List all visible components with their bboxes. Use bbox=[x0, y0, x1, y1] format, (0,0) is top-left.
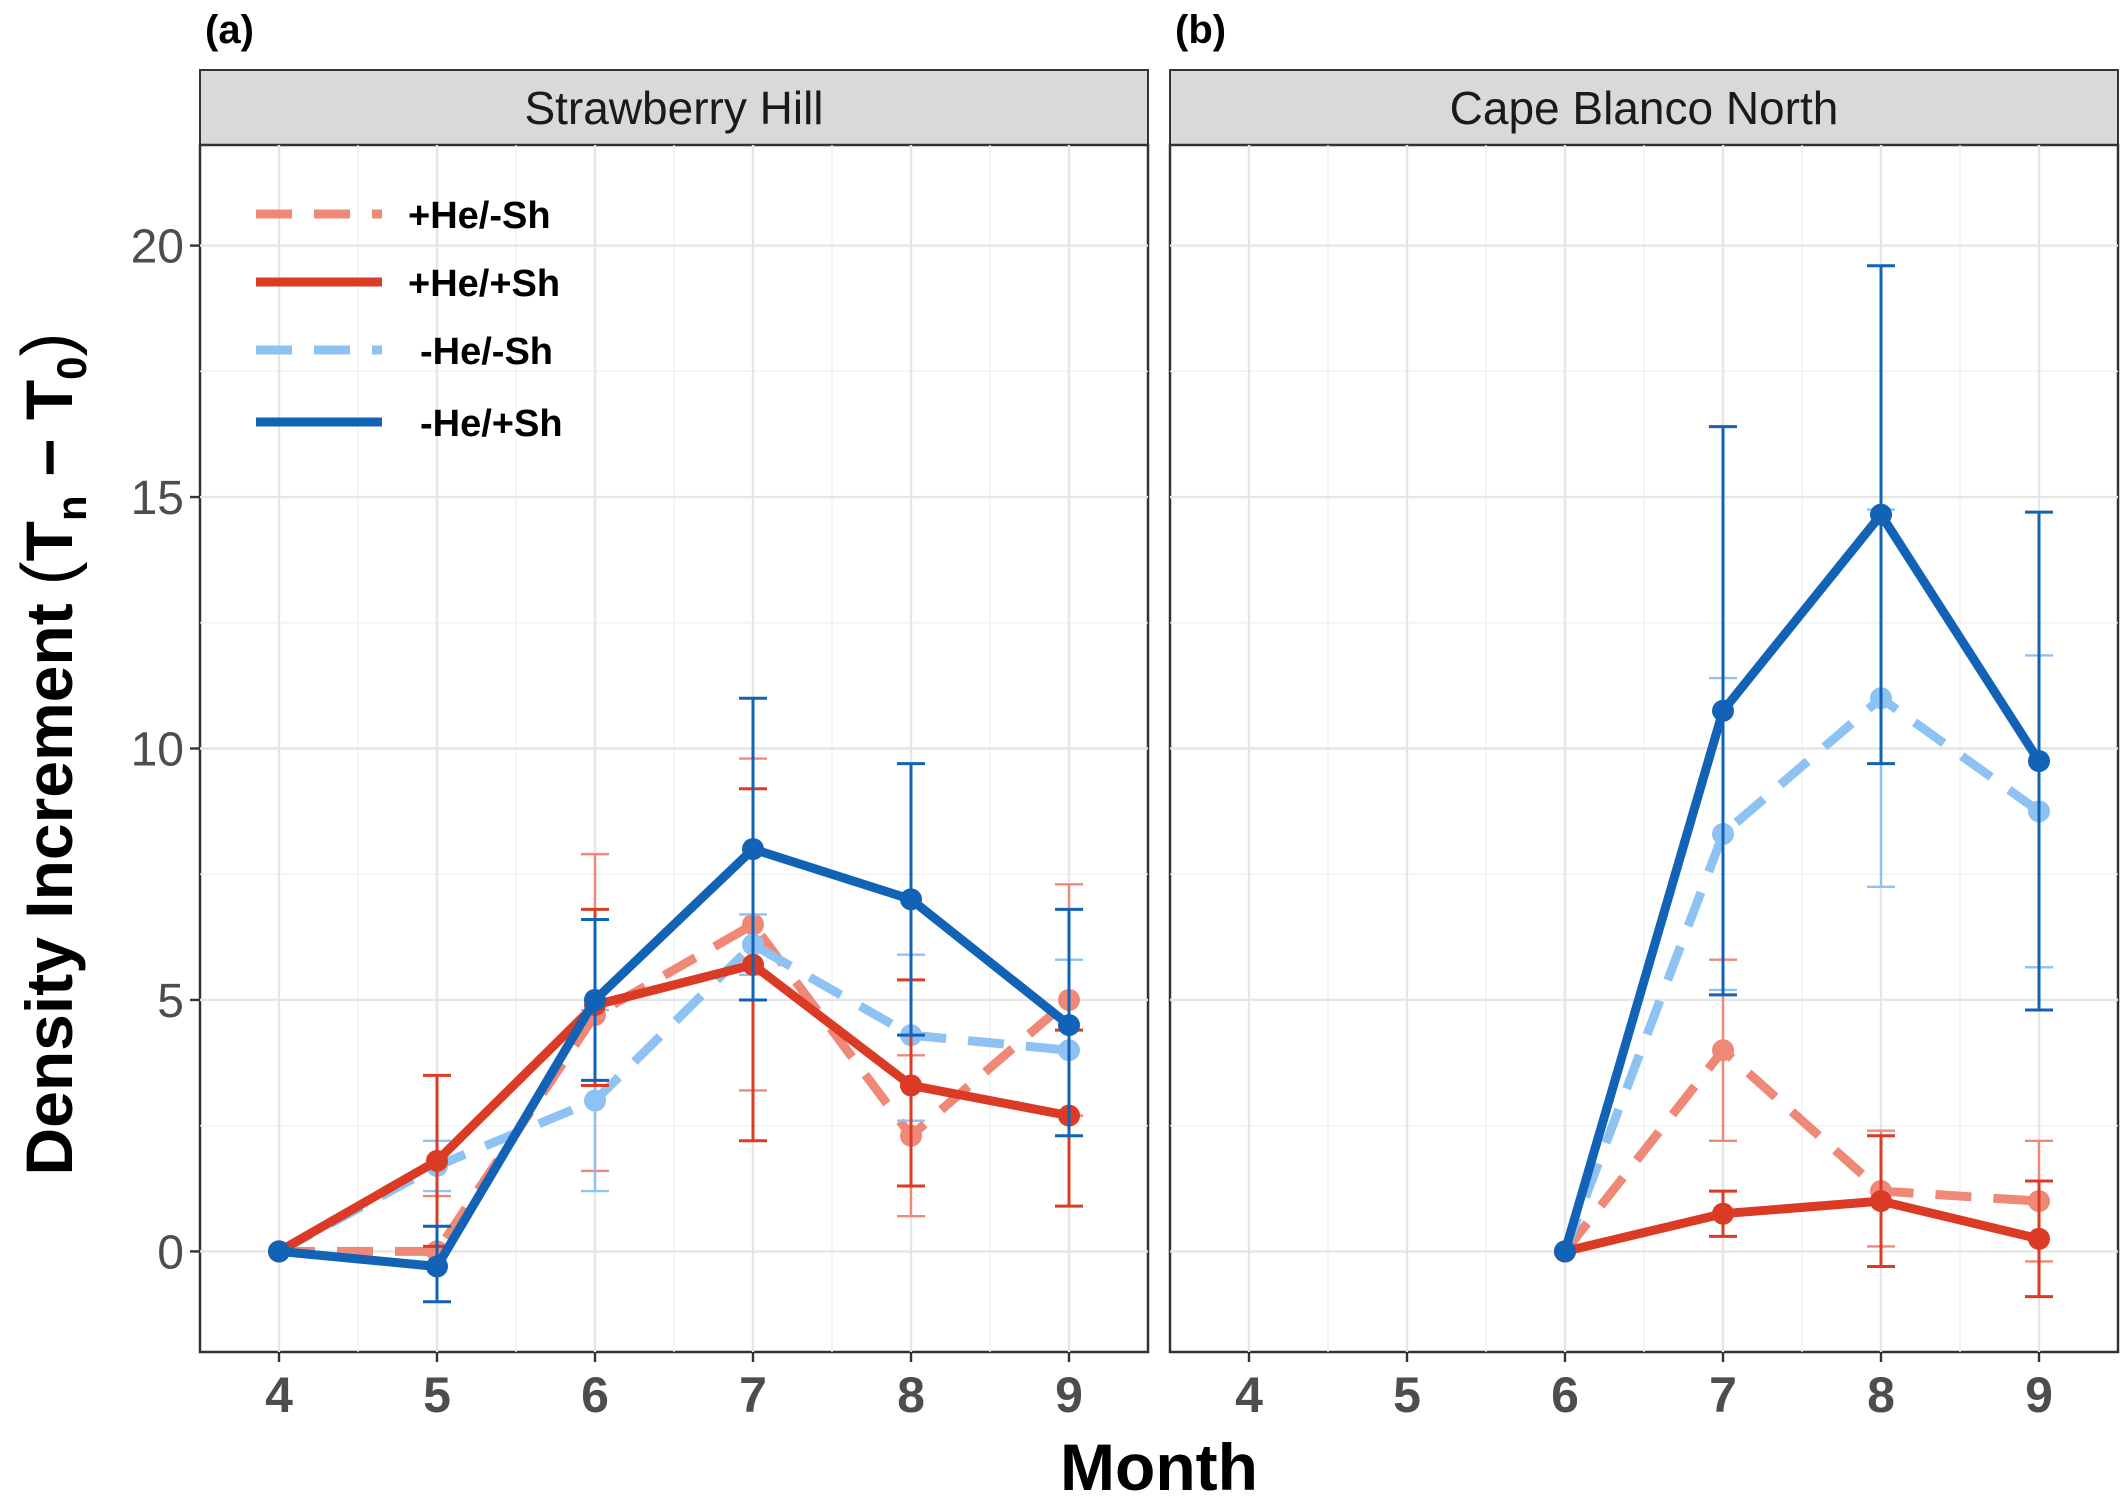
legend-label: -He/-Sh bbox=[420, 331, 553, 373]
x-tick-label-a: 5 bbox=[423, 1367, 451, 1423]
y-axis-title-sub-0: 0 bbox=[48, 356, 95, 379]
y-axis-title: Density Increment(Tn − T0) bbox=[8, 332, 95, 1175]
data-point bbox=[268, 1240, 290, 1263]
data-layer-b bbox=[1554, 264, 2053, 1299]
axis-a: 4 5 6 7 8 9 0 5 10 15 20 bbox=[131, 221, 1083, 1423]
legend-item-he-sh: -He/-Sh bbox=[256, 331, 553, 373]
data-point bbox=[426, 1149, 448, 1172]
legend-label: -He/+Sh bbox=[420, 403, 563, 445]
y-axis-title-open-paren: ( bbox=[8, 561, 88, 585]
panel-letter-b: (b) bbox=[1175, 8, 1226, 52]
facet-strip-a bbox=[199, 69, 1149, 146]
data-point bbox=[1554, 1240, 1576, 1263]
data-point bbox=[2028, 1227, 2050, 1250]
series-line bbox=[1563, 1196, 2041, 1256]
series-line bbox=[279, 920, 1072, 1256]
legend-item-he-sh: +He/+Sh bbox=[256, 263, 560, 305]
series-line bbox=[278, 844, 1072, 1272]
legend: +He/-Sh +He/+Sh -He/-Sh -He/+Sh bbox=[256, 195, 563, 445]
data-point bbox=[1058, 1014, 1080, 1037]
x-tick-label-b: 7 bbox=[1709, 1367, 1737, 1423]
data-point bbox=[1870, 503, 1892, 526]
y-tick-label: 5 bbox=[157, 975, 184, 1028]
y-axis-title-sub-n: n bbox=[48, 495, 95, 521]
data-point bbox=[1870, 1190, 1892, 1213]
panel-letter-a: (a) bbox=[205, 8, 254, 52]
data-point bbox=[1712, 699, 1734, 722]
series-line bbox=[276, 960, 1070, 1256]
x-tick-label-a: 7 bbox=[739, 1367, 767, 1423]
data-point bbox=[742, 838, 764, 861]
legend-label: +He/+Sh bbox=[408, 263, 560, 305]
x-tick-label-b: 5 bbox=[1393, 1367, 1421, 1423]
y-axis-title-text: Density Increment(Tn − T0) bbox=[8, 332, 95, 1175]
data-point bbox=[900, 888, 922, 911]
x-tick-label-b: 6 bbox=[1551, 1367, 1579, 1423]
series-he-sh-a bbox=[268, 696, 1083, 1304]
x-tick-label-b: 8 bbox=[1867, 1367, 1895, 1423]
y-axis-title-t0: T bbox=[12, 380, 86, 420]
y-axis-title-close-paren: ) bbox=[8, 332, 88, 356]
data-layer-a bbox=[268, 696, 1083, 1304]
data-point bbox=[1712, 1039, 1734, 1062]
data-point bbox=[1712, 1202, 1734, 1225]
data-point bbox=[900, 1074, 922, 1097]
y-axis-title-minus: − bbox=[12, 420, 86, 495]
axis-b: 4 5 6 7 8 9 bbox=[1235, 1352, 2053, 1423]
panel-strawberry-hill: (a) Strawberry Hill 4 5 6 7 8 9 0 5 10 15 20 bbox=[131, 8, 1150, 1423]
x-tick-label-a: 8 bbox=[897, 1367, 925, 1423]
gridlines-a bbox=[200, 145, 1148, 1352]
series-line bbox=[1560, 693, 2042, 1254]
series-line bbox=[1561, 1045, 2040, 1255]
series-he-sh-b bbox=[1554, 264, 2053, 1263]
legend-item-he-sh: -He/+Sh bbox=[256, 403, 563, 445]
legend-label: +He/-Sh bbox=[408, 195, 551, 237]
x-axis-title: Month bbox=[1060, 1430, 1258, 1494]
y-tick-label: 20 bbox=[131, 221, 184, 274]
y-axis-title-main: Density Increment bbox=[12, 603, 86, 1175]
x-tick-label-b: 9 bbox=[2025, 1367, 2053, 1423]
x-tick-label-b: 4 bbox=[1235, 1367, 1263, 1423]
y-axis-title-t: T bbox=[12, 521, 86, 561]
data-point bbox=[426, 1255, 448, 1278]
series-line bbox=[1560, 510, 2043, 1253]
y-tick-label: 0 bbox=[157, 1226, 184, 1279]
x-tick-label-a: 9 bbox=[1055, 1367, 1083, 1423]
y-tick-label: 15 bbox=[131, 472, 184, 525]
legend-item-he-sh: +He/-Sh bbox=[256, 195, 551, 237]
x-tick-label-a: 4 bbox=[265, 1367, 293, 1423]
panel-cape-blanco-north: (b) Cape Blanco North 4 5 6 7 8 9 bbox=[1168, 8, 2120, 1423]
facet-title-b: Cape Blanco North bbox=[1450, 82, 1839, 134]
facet-title-a: Strawberry Hill bbox=[524, 82, 823, 134]
data-point bbox=[584, 1089, 606, 1112]
data-point bbox=[2028, 750, 2050, 773]
data-point bbox=[584, 988, 606, 1011]
x-tick-label-a: 6 bbox=[581, 1367, 609, 1423]
y-tick-label: 10 bbox=[131, 724, 184, 777]
